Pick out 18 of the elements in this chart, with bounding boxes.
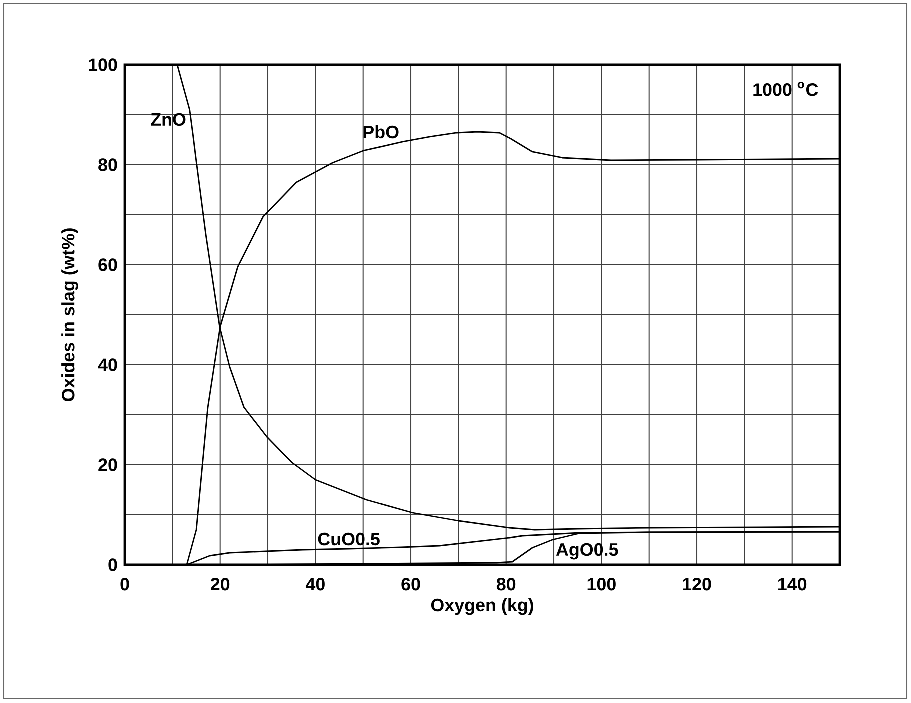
x-axis-title: Oxygen (kg) [431, 598, 534, 616]
x-tick-label: 100 [588, 578, 616, 591]
y-axis-title: Oxides in slag (wt%) [62, 228, 78, 402]
x-tick-label: 140 [778, 578, 807, 591]
series-label: PbO [364, 125, 399, 139]
y-tick-label: 60 [98, 258, 118, 272]
x-tick-label: 80 [496, 578, 516, 591]
x-tick-label: 60 [402, 578, 420, 591]
y-tick-label: 0 [108, 558, 118, 572]
y-tick-label: 20 [98, 458, 118, 472]
x-tick-label: 120 [683, 578, 712, 591]
y-tick-label: 40 [98, 358, 118, 372]
y-tick-label: 80 [98, 158, 118, 172]
x-tick-label: 20 [210, 578, 230, 591]
annotation: 1000 $^{o}$C [754, 82, 818, 96]
x-tick-label: 40 [306, 578, 325, 591]
x-tick-label: 0 [120, 578, 130, 591]
y-tick-label: 100 [89, 58, 118, 72]
